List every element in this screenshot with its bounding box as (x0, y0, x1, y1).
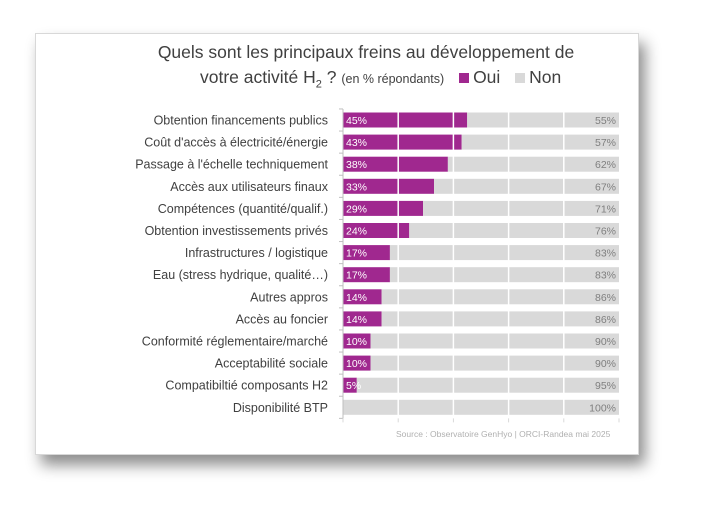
legend-label-non: Non (529, 67, 562, 87)
category-label: Accès aux utilisateurs finaux (170, 180, 328, 194)
bar-non (370, 333, 619, 349)
data-label-oui: 10% (346, 336, 367, 348)
category-label: Acceptabilité sociale (215, 357, 328, 371)
bar-non (461, 134, 619, 150)
title-main: votre activité H (200, 67, 316, 87)
bar-oui (343, 377, 357, 393)
bar-non (381, 289, 619, 305)
bar-non (343, 399, 619, 415)
data-label-non: 62% (595, 159, 616, 171)
data-label-non: 86% (595, 314, 616, 326)
category-label: Obtention financements publics (154, 114, 328, 128)
bar-non (409, 223, 619, 238)
data-label-non: 100% (589, 402, 616, 414)
bar-non (434, 178, 619, 194)
bar-non (467, 112, 619, 128)
data-label-oui: 45% (346, 115, 367, 127)
data-label-oui: 38% (346, 159, 367, 171)
category-label: Eau (stress hydrique, qualité…) (153, 268, 328, 282)
data-label-oui: 14% (346, 314, 367, 326)
data-label-non: 86% (595, 292, 616, 304)
category-label: Disponibilité BTP (233, 401, 328, 415)
data-label-oui: 29% (346, 203, 367, 215)
bar-non (447, 156, 619, 172)
bar-oui (343, 223, 410, 238)
data-label-non: 90% (595, 336, 616, 348)
data-label-oui: 5% (346, 380, 361, 392)
category-label: Conformité réglementaire/marché (142, 335, 328, 349)
bar-non (423, 200, 619, 216)
category-label: Coût d'accès à électricité/énergie (144, 136, 328, 150)
data-label-oui: 43% (346, 137, 367, 149)
unit-note: (en % répondants) (341, 72, 445, 86)
bar-oui (343, 178, 435, 194)
chart-title-line1: Quels sont les principaux freins au déve… (157, 42, 575, 62)
category-label: Compatibiltié composants H2 (165, 379, 328, 393)
data-label-non: 57% (595, 137, 616, 149)
data-label-non: 76% (595, 226, 616, 238)
bar-oui (343, 267, 390, 283)
bar-oui (343, 333, 371, 349)
bar-oui (343, 134, 462, 150)
bar-oui (343, 355, 371, 371)
legend-label-oui: Oui (473, 67, 501, 87)
data-label-oui: 33% (346, 181, 367, 193)
data-label-oui: 14% (346, 292, 367, 304)
bar-non (389, 245, 619, 261)
bar-non (356, 377, 619, 393)
legend-swatch-non (515, 73, 526, 83)
title-sub: 2 (315, 78, 322, 91)
category-label: Infrastructures / logistique (185, 246, 328, 260)
data-label-oui: 24% (346, 226, 367, 238)
bar-oui (343, 311, 382, 327)
data-label-oui: 10% (346, 358, 367, 370)
title-end: ? (321, 67, 337, 87)
data-label-oui: 17% (346, 270, 367, 282)
category-label: Accès au foncier (236, 312, 328, 326)
data-label-non: 95% (595, 380, 616, 392)
bar-non (381, 311, 619, 327)
bar-oui (343, 289, 382, 305)
category-label: Autres appros (250, 290, 328, 304)
data-label-non: 71% (595, 203, 616, 215)
bar-oui (343, 156, 448, 172)
data-label-non: 67% (595, 181, 616, 193)
data-label-non: 55% (595, 115, 616, 127)
chart-title-line2: votre activité H2 ? (en % répondants) Ou… (200, 67, 561, 91)
bar-oui (343, 245, 390, 261)
bar-oui (343, 112, 468, 128)
category-label: Compétences (quantité/qualif.) (158, 202, 328, 216)
source-note: Source : Observatoire GenHyo | ORCI-Rand… (396, 429, 611, 439)
category-label: Passage à l'échelle techniquement (135, 158, 328, 172)
bar-oui (343, 200, 424, 216)
data-label-non: 83% (595, 248, 616, 260)
data-label-non: 83% (595, 270, 616, 282)
legend-swatch-oui (459, 73, 470, 83)
bar-non (370, 355, 619, 371)
data-label-non: 90% (595, 358, 616, 370)
category-label: Obtention investissements privés (145, 224, 328, 238)
data-label-oui: 17% (346, 248, 367, 260)
bar-non (389, 267, 619, 283)
